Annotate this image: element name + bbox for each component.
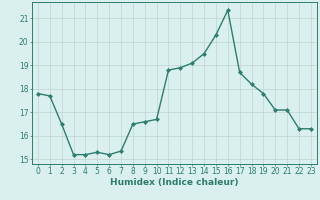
- X-axis label: Humidex (Indice chaleur): Humidex (Indice chaleur): [110, 178, 239, 187]
